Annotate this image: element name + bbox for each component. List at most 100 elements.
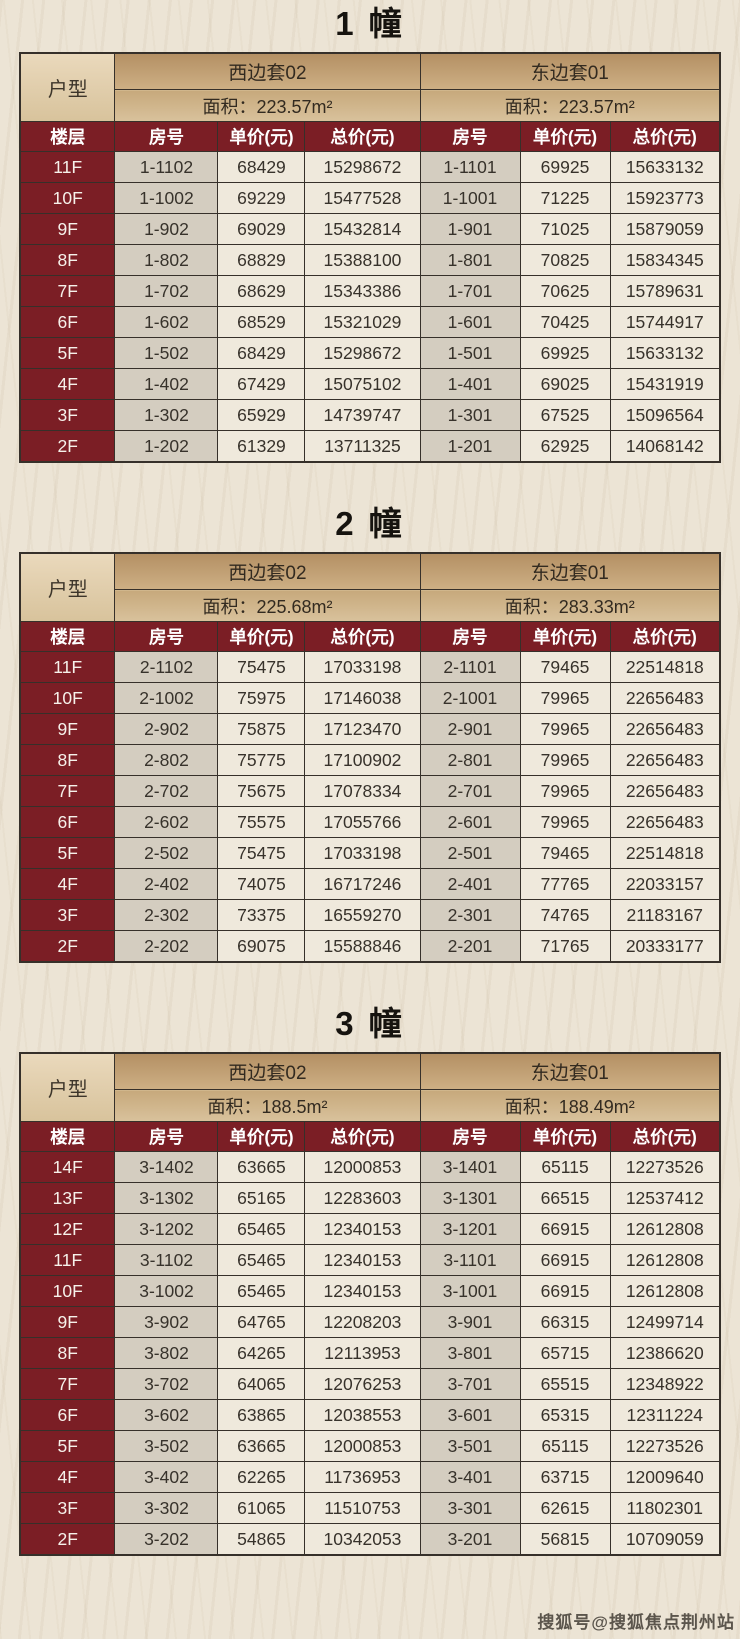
- table-row: 6F 2-602 75575 17055766 2-601 79965 22656483: [19, 806, 721, 839]
- floor-cell: 10F: [19, 682, 116, 715]
- room-cell: 1-902: [114, 213, 219, 246]
- column-header: 总价(元): [609, 121, 721, 153]
- unit-price-cell: 66915: [519, 1244, 611, 1277]
- room-cell: 1-201: [419, 430, 521, 463]
- floor-cell: 5F: [19, 837, 116, 870]
- total-price-cell: 22656483: [609, 744, 721, 777]
- column-header: 总价(元): [609, 1121, 721, 1153]
- column-header: 单价(元): [217, 121, 306, 153]
- room-cell: 2-801: [419, 744, 521, 777]
- room-cell: 3-502: [114, 1430, 219, 1463]
- total-price-cell: 15588846: [304, 930, 421, 963]
- room-cell: 3-1001: [419, 1275, 521, 1308]
- table-row: 8F 2-802 75775 17100902 2-801 79965 22656483: [19, 744, 721, 777]
- east-unit-header: 东边套01: [419, 1052, 721, 1091]
- total-price-cell: 12348922: [609, 1368, 721, 1401]
- total-price-cell: 22514818: [609, 837, 721, 870]
- unit-price-cell: 64065: [217, 1368, 306, 1401]
- price-table: 户型 西边套02 东边套01 面积：225.68m² 面积：283.33m² 楼…: [18, 551, 722, 963]
- unit-price-cell: 68429: [217, 337, 306, 370]
- building-title: 1 幢: [335, 5, 405, 42]
- room-cell: 3-1101: [419, 1244, 521, 1277]
- unit-price-cell: 68829: [217, 244, 306, 277]
- column-header: 总价(元): [609, 621, 721, 653]
- room-cell: 2-202: [114, 930, 219, 963]
- unit-price-cell: 69925: [519, 151, 611, 184]
- unit-type-header: 户型: [19, 52, 116, 123]
- unit-price-cell: 69075: [217, 930, 306, 963]
- total-price-cell: 15789631: [609, 275, 721, 308]
- unit-price-cell: 79465: [519, 651, 611, 684]
- unit-price-cell: 65465: [217, 1213, 306, 1246]
- column-header: 总价(元): [304, 621, 421, 653]
- room-cell: 1-1102: [114, 151, 219, 184]
- unit-price-cell: 65165: [217, 1182, 306, 1215]
- floor-cell: 13F: [19, 1182, 116, 1215]
- room-cell: 3-1402: [114, 1151, 219, 1184]
- room-cell: 2-1102: [114, 651, 219, 684]
- floor-cell: 4F: [19, 868, 116, 901]
- room-cell: 2-702: [114, 775, 219, 808]
- west-area: 面积：223.57m²: [114, 89, 421, 123]
- total-price-cell: 15879059: [609, 213, 721, 246]
- floor-cell: 7F: [19, 275, 116, 308]
- unit-price-cell: 79465: [519, 837, 611, 870]
- column-header: 房号: [114, 1121, 219, 1153]
- room-cell: 3-702: [114, 1368, 219, 1401]
- table-row: 12F 3-1202 65465 12340153 3-1201 66915 1261280…: [19, 1213, 721, 1246]
- total-price-cell: 11510753: [304, 1492, 421, 1525]
- floor-cell: 7F: [19, 1368, 116, 1401]
- room-cell: 1-702: [114, 275, 219, 308]
- unit-price-cell: 62925: [519, 430, 611, 463]
- total-price-cell: 22656483: [609, 713, 721, 746]
- floor-cell: 8F: [19, 244, 116, 277]
- unit-price-cell: 75775: [217, 744, 306, 777]
- building-section: 2 幢 户型 西边套02 东边套01 面积：225.68m² 面积：283.33…: [0, 463, 740, 963]
- room-cell: 2-1001: [419, 682, 521, 715]
- total-price-cell: 12000853: [304, 1430, 421, 1463]
- room-cell: 3-402: [114, 1461, 219, 1494]
- unit-price-cell: 75675: [217, 775, 306, 808]
- floor-cell: 11F: [19, 151, 116, 184]
- unit-price-cell: 66915: [519, 1213, 611, 1246]
- column-header: 房号: [114, 621, 219, 653]
- unit-price-cell: 62265: [217, 1461, 306, 1494]
- column-header-row: 楼层 房号 单价(元) 总价(元) 房号 单价(元) 总价(元): [19, 121, 721, 153]
- room-cell: 2-302: [114, 899, 219, 932]
- unit-price-cell: 65115: [519, 1151, 611, 1184]
- column-header: 房号: [419, 621, 521, 653]
- unit-price-cell: 75875: [217, 713, 306, 746]
- table-row: 8F 1-802 68829 15388100 1-801 70825 15834345: [19, 244, 721, 277]
- room-cell: 2-802: [114, 744, 219, 777]
- floor-cell: 6F: [19, 806, 116, 839]
- unit-price-cell: 69229: [217, 182, 306, 215]
- unit-price-cell: 66315: [519, 1306, 611, 1339]
- room-cell: 2-901: [419, 713, 521, 746]
- unit-price-cell: 54865: [217, 1523, 306, 1556]
- total-price-cell: 12537412: [609, 1182, 721, 1215]
- total-price-cell: 15075102: [304, 368, 421, 401]
- unit-price-cell: 66915: [519, 1275, 611, 1308]
- room-cell: 3-1002: [114, 1275, 219, 1308]
- room-cell: 3-301: [419, 1492, 521, 1525]
- unit-price-cell: 56815: [519, 1523, 611, 1556]
- unit-price-cell: 70625: [519, 275, 611, 308]
- column-header: 总价(元): [304, 121, 421, 153]
- room-cell: 3-602: [114, 1399, 219, 1432]
- table-row: 6F 1-602 68529 15321029 1-601 70425 15744917: [19, 306, 721, 339]
- table-row: 10F 3-1002 65465 12340153 3-1001 66915 1261280…: [19, 1275, 721, 1308]
- unit-price-cell: 75975: [217, 682, 306, 715]
- unit-price-cell: 65115: [519, 1430, 611, 1463]
- unit-price-cell: 68529: [217, 306, 306, 339]
- room-cell: 1-302: [114, 399, 219, 432]
- room-cell: 2-1002: [114, 682, 219, 715]
- unit-price-cell: 79965: [519, 682, 611, 715]
- table-row: 9F 3-902 64765 12208203 3-901 66315 12499714: [19, 1306, 721, 1339]
- floor-cell: 7F: [19, 775, 116, 808]
- unit-price-cell: 75575: [217, 806, 306, 839]
- room-cell: 3-802: [114, 1337, 219, 1370]
- unit-price-cell: 69925: [519, 337, 611, 370]
- column-header: 楼层: [19, 621, 116, 653]
- total-price-cell: 22656483: [609, 806, 721, 839]
- total-price-cell: 17100902: [304, 744, 421, 777]
